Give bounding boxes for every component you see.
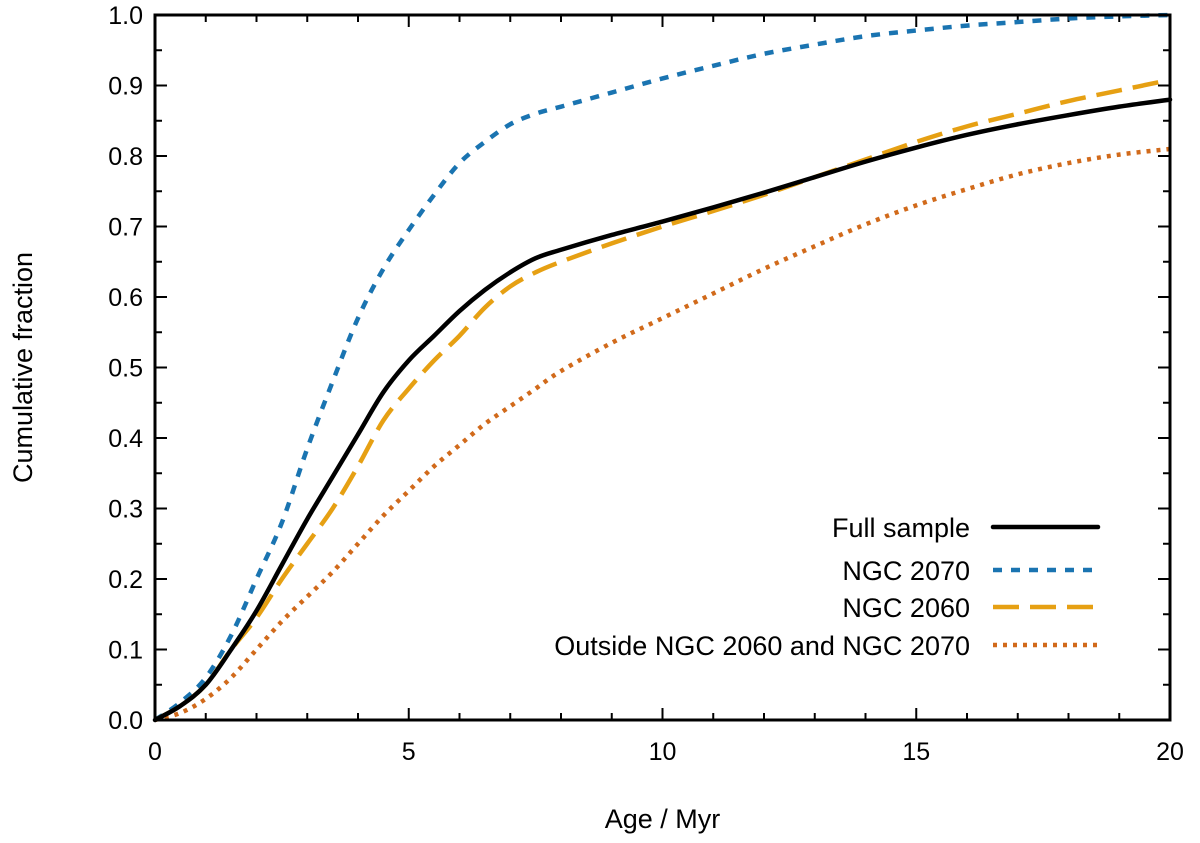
tick-labels: 0 5 10 15 20 0.0 0.1 0.2 0.3 0.4 0.5 0.6 0.7 0.8 0.9 1.… (108, 2, 1184, 766)
axis-ticks (154, 14, 1171, 721)
x-tick-label: 15 (902, 738, 930, 766)
x-tick-label: 20 (1156, 738, 1184, 766)
y-tick-label: 0.2 (108, 566, 143, 594)
y-tick-label: 0.7 (108, 214, 143, 242)
y-tick-label: 1.0 (108, 2, 143, 30)
series-line-full-sample (152, 97, 1173, 723)
legend-label-ngc-2070: NGC 2070 (842, 556, 970, 586)
legend: Full sample NGC 2070 NGC 2060 Outside NGC 2… (554, 513, 1101, 661)
y-tick-label: 0.9 (108, 73, 143, 101)
y-tick-label: 0.8 (108, 143, 143, 171)
y-tick-label: 0.5 (108, 355, 143, 383)
series-line-outside-ngc-2060-and-ngc-2070 (154, 146, 1171, 723)
x-tick-label: 5 (402, 738, 416, 766)
y-axis-label: Cumulative fraction (8, 252, 38, 483)
y-tick-label: 0.0 (108, 707, 143, 735)
x-tick-label: 10 (649, 738, 677, 766)
legend-label-ngc-2060: NGC 2060 (842, 593, 970, 623)
legend-label-full-sample: Full sample (832, 513, 970, 543)
y-tick-label: 0.1 (108, 637, 143, 665)
x-axis-label: Age / Myr (605, 804, 721, 834)
plot-frame (153, 13, 1172, 722)
series-layer (152, 12, 1173, 723)
y-tick-label: 0.6 (108, 284, 143, 312)
series-line-ngc-2060 (153, 77, 1171, 722)
y-tick-label: 0.4 (108, 425, 143, 453)
x-tick-label: 0 (148, 738, 162, 766)
y-tick-label: 0.3 (108, 496, 143, 524)
legend-label-outside-ngc-2060-and-ngc-2070: Outside NGC 2060 and NGC 2070 (554, 631, 970, 661)
series-line-ngc-2070 (153, 12, 1171, 722)
